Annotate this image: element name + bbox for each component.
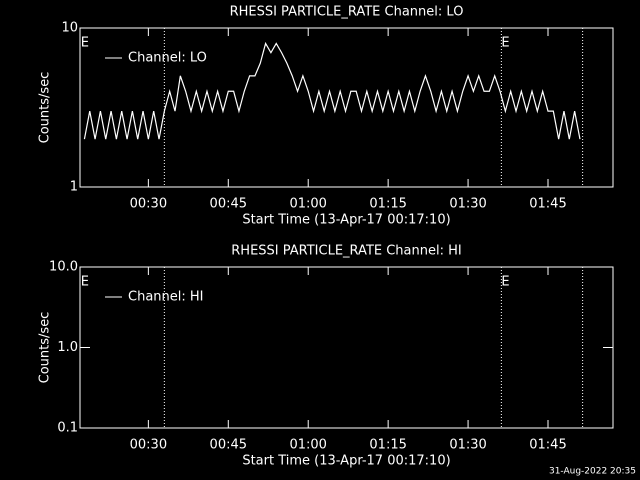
annotation: E xyxy=(501,36,509,51)
footer: 31-Aug-2022 20:35 xyxy=(549,467,636,477)
annotation: E xyxy=(501,275,509,290)
legend-label: Channel: LO xyxy=(128,51,207,66)
annotation: E xyxy=(81,275,89,290)
legend-label: Channel: HI xyxy=(128,290,204,305)
y-tick-label: 1.0 xyxy=(57,340,78,355)
y-axis-label: Counts/sec xyxy=(38,312,53,384)
y-tick-label: 1 xyxy=(70,180,78,195)
data-line xyxy=(83,41,581,140)
x-tick-label: 01:30 xyxy=(449,438,486,453)
x-tick-label: 01:45 xyxy=(529,197,566,212)
chart-title: RHESSI PARTICLE_RATE Channel: LO xyxy=(230,5,464,20)
y-axis-label: Counts/sec xyxy=(38,72,53,144)
y-tick-label: 0.1 xyxy=(57,421,78,436)
x-axis-label: Start Time (13-Apr-17 00:17:10) xyxy=(242,454,450,469)
x-tick-label: 00:45 xyxy=(210,438,247,453)
x-tick-label: 01:15 xyxy=(369,438,406,453)
x-tick-label: 00:30 xyxy=(130,438,167,453)
chart-title: RHESSI PARTICLE_RATE Channel: HI xyxy=(231,244,461,259)
x-tick-label: 01:00 xyxy=(289,438,326,453)
x-axis-label: Start Time (13-Apr-17 00:17:10) xyxy=(242,213,450,228)
x-tick-label: 00:45 xyxy=(210,197,247,212)
x-tick-label: 01:00 xyxy=(289,197,326,212)
x-tick-label: 01:45 xyxy=(529,438,566,453)
y-tick-label: 10 xyxy=(61,21,78,36)
y-tick-label: 10.0 xyxy=(49,260,78,275)
annotation: E xyxy=(81,36,89,51)
x-tick-label: 01:15 xyxy=(369,197,406,212)
x-tick-label: 00:30 xyxy=(130,197,167,212)
x-tick-label: 01:30 xyxy=(449,197,486,212)
plot-frame xyxy=(79,27,614,188)
